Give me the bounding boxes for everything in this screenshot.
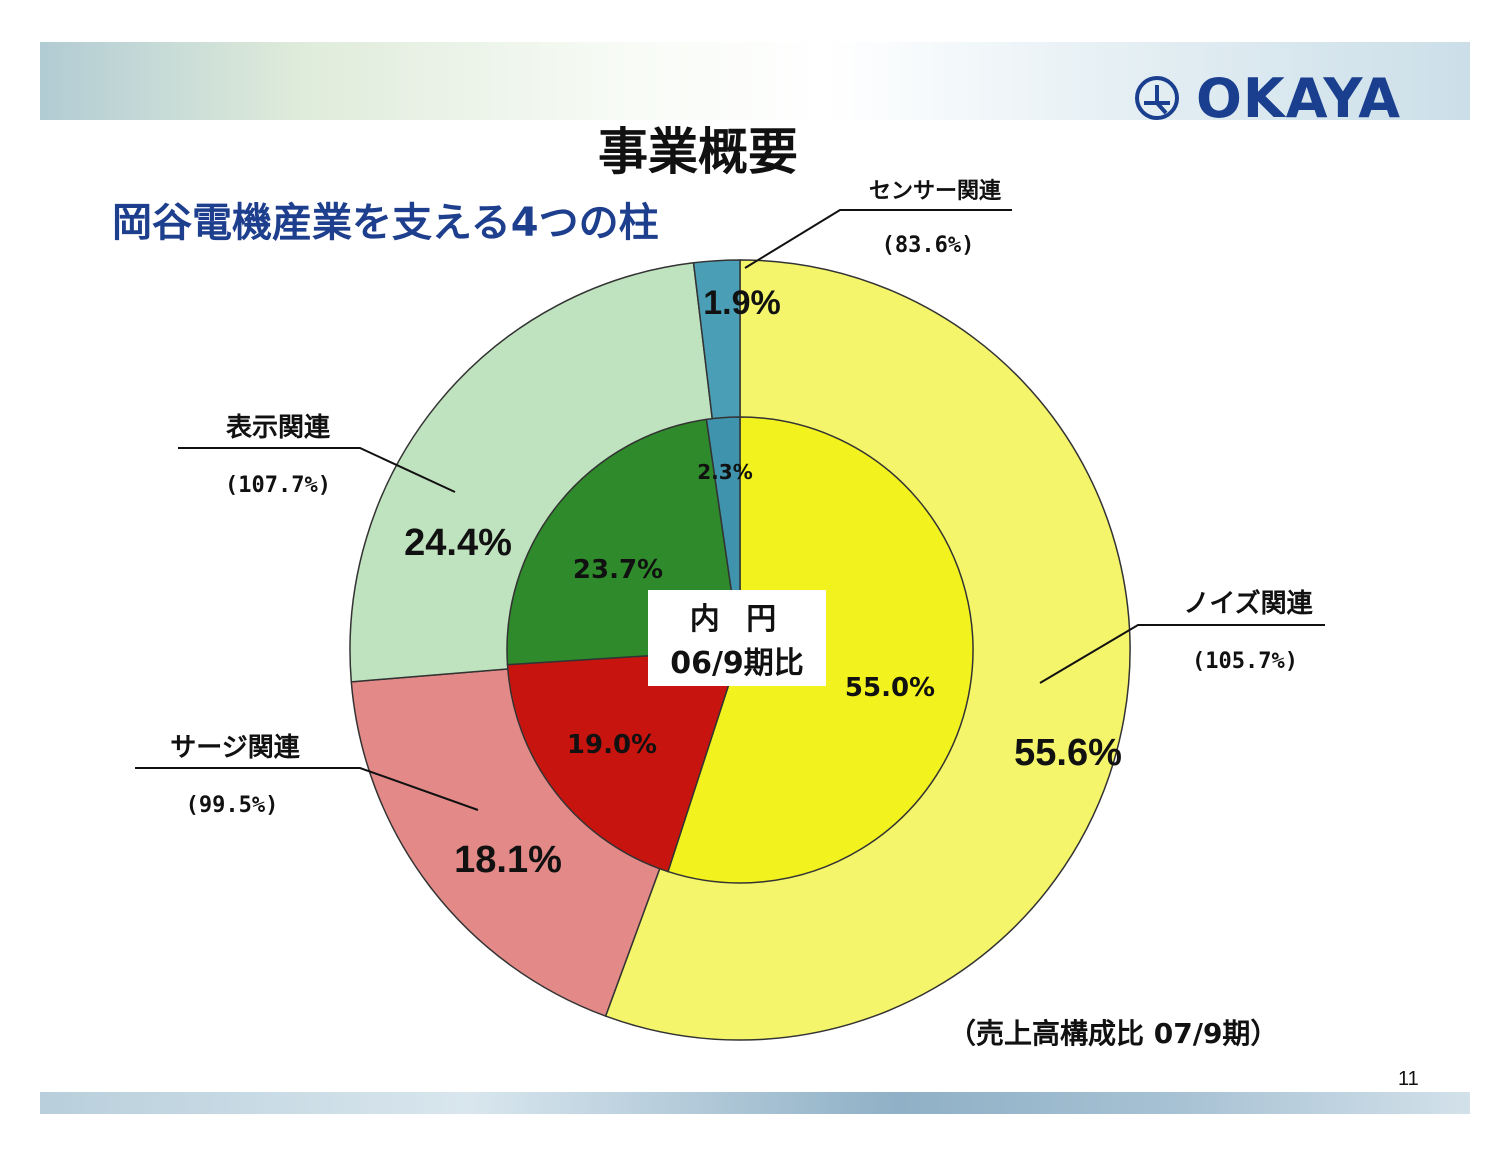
header-band bbox=[40, 42, 1470, 120]
logo-text: OKAYA bbox=[1196, 66, 1402, 130]
center-label-comparison: 06/9期比 bbox=[670, 646, 804, 681]
footnote: （売上高構成比 07/9期） bbox=[948, 1017, 1279, 1050]
category-label-1: サージ関連 bbox=[170, 733, 300, 763]
inner-value-label-0: 55.0% bbox=[845, 673, 935, 703]
inner-slice-1 bbox=[506, 649, 742, 873]
leader-line-2 bbox=[178, 447, 456, 493]
category-label-3: センサー関連 bbox=[869, 179, 1002, 204]
leader-lines bbox=[135, 209, 1325, 811]
okaya-logo: OKAYA bbox=[1132, 67, 1401, 130]
outer-value-label-1: 18.1% bbox=[454, 839, 562, 881]
leader-line-3 bbox=[744, 209, 1012, 269]
outer-value-label-3: 1.9% bbox=[703, 284, 781, 322]
growth-label-2: (107.7%) bbox=[225, 473, 331, 498]
okaya-logo-icon bbox=[1135, 76, 1179, 120]
chart-labels: ノイズ関連 (105.7%) 55.6% 55.0% サージ関連 (99.5%) 18.1%… bbox=[170, 179, 1313, 881]
page-subtitle: 岡谷電機産業を支える4つの柱 bbox=[112, 200, 659, 246]
category-label-2: 表示関連 bbox=[226, 413, 331, 443]
center-label: 内 円 06/9期比 bbox=[648, 590, 826, 686]
page-title: 事業概要 bbox=[598, 123, 798, 181]
outer-value-label-2: 24.4% bbox=[404, 522, 512, 564]
center-label-title: 内 円 bbox=[689, 602, 785, 637]
growth-label-3: (83.6%) bbox=[882, 233, 975, 258]
inner-value-label-2: 23.7% bbox=[573, 555, 663, 585]
inner-value-label-1: 19.0% bbox=[567, 730, 657, 760]
category-label-0: ノイズ関連 bbox=[1183, 588, 1313, 619]
inner-value-label-3: 2.3% bbox=[697, 460, 752, 484]
growth-label-0: (105.7%) bbox=[1192, 649, 1298, 674]
page-number: 11 bbox=[1398, 1068, 1419, 1090]
leader-line-0 bbox=[1039, 624, 1325, 684]
footer-band bbox=[40, 1092, 1470, 1114]
outer-value-label-0: 55.6% bbox=[1014, 732, 1122, 774]
leader-line-1 bbox=[135, 767, 479, 811]
growth-label-1: (99.5%) bbox=[186, 793, 279, 818]
